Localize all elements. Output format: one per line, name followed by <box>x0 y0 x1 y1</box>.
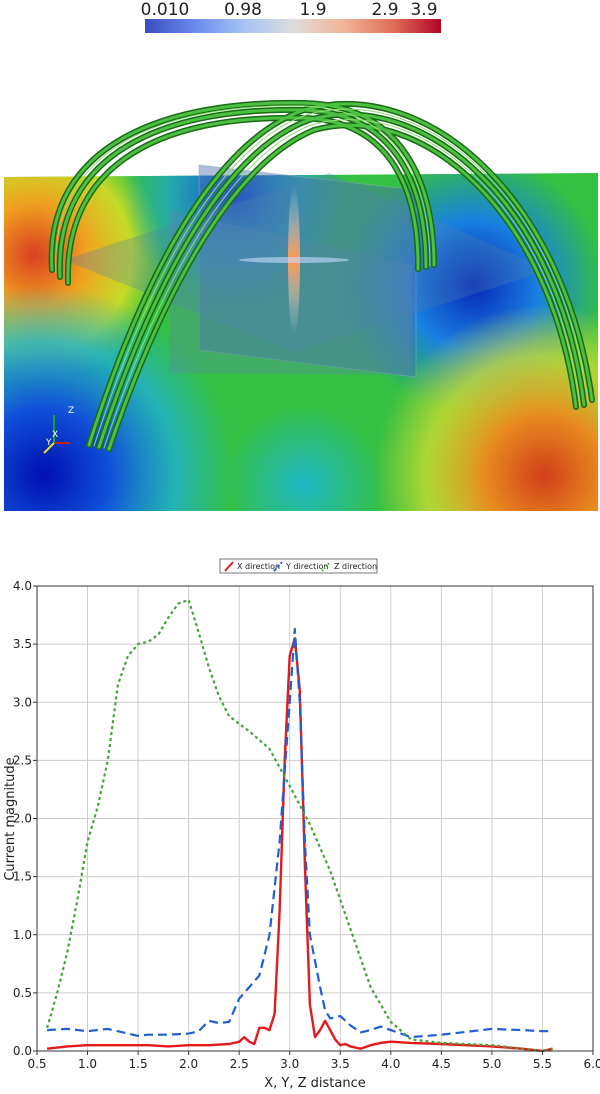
colorbar-labels: 0.010 0.98 1.9 2.9 3.9 <box>110 0 460 20</box>
y-tick-label: 1.5 <box>13 870 32 884</box>
y-tick-label: 0.5 <box>13 986 32 1000</box>
colorbar-gradient <box>145 19 441 33</box>
y-tick-label: 3.0 <box>13 695 32 709</box>
x-tick-label: 5.0 <box>482 1057 501 1071</box>
x-tick-label: 5.5 <box>533 1057 552 1071</box>
render-canvas: X Y Z <box>4 99 598 511</box>
series-line-z-direction <box>46 598 553 1053</box>
x-tick-label: 4.5 <box>432 1057 451 1071</box>
orientation-axes: X Y Z <box>43 406 74 454</box>
chart-legend: X direction Y direction Z direction <box>219 558 378 574</box>
x-tick-label: 0.5 <box>27 1057 46 1071</box>
x-tick-label: 3.5 <box>331 1057 350 1071</box>
x-tick-label: 2.0 <box>179 1057 198 1071</box>
y-tick-label: 4.0 <box>13 579 32 593</box>
colorbar-label-2: 0.98 <box>224 0 262 20</box>
x-tick-label: 1.0 <box>78 1057 97 1071</box>
chart-series <box>46 598 553 1053</box>
line-chart: X direction Y direction Z direction 0.5 1… <box>0 555 600 1094</box>
axis-label-x: X <box>52 430 58 440</box>
y-tick-label: 3.5 <box>13 637 32 651</box>
series-line-y-direction <box>47 627 553 1039</box>
x-tick-label: 4.0 <box>381 1057 400 1071</box>
y-tick-label: 2.5 <box>13 753 32 767</box>
x-tick-label: 6.0 <box>583 1057 600 1071</box>
colorbar-label-max: 3.9 <box>410 0 438 20</box>
legend-line-z-direction <box>321 561 331 572</box>
flux-tubes <box>48 99 595 452</box>
colorbar-label-4: 2.9 <box>371 0 399 20</box>
x-tick-label: 1.5 <box>129 1057 148 1071</box>
y-tick-label: 2.0 <box>13 812 32 826</box>
axis-label-z: Z <box>68 406 74 416</box>
y-tick-label: 0.0 <box>13 1044 32 1058</box>
x-tick-label: 3.0 <box>280 1057 299 1071</box>
legend-line-y-direction <box>273 561 283 572</box>
legend-line-x-direction <box>224 561 234 572</box>
render-view[interactable]: X Y Z <box>4 55 598 511</box>
x-tick-label: 2.5 <box>230 1057 249 1071</box>
x-axis-title: X, Y, Z distance <box>264 1076 366 1091</box>
colorbar-label-3: 1.9 <box>299 0 327 20</box>
legend-label-y-direction: Y direction <box>285 562 329 571</box>
colorbar-label-min: 0.010 <box>140 0 190 20</box>
y-axis-title: Current magnitude <box>3 757 18 880</box>
legend-label-x-direction: X direction <box>237 562 280 571</box>
y-tick-label: 1.0 <box>13 928 32 942</box>
chart-ticks: 0.5 1.0 1.5 2.0 2.5 3.0 3.5 4.0 4.5 5.0 5.5 6.00.00… <box>13 579 600 1071</box>
legend-label-z-direction: Z direction <box>334 562 377 571</box>
chart-canvas: X direction Y direction Z direction 0.5 1… <box>0 555 600 1094</box>
axis-label-y: Y <box>45 438 52 448</box>
